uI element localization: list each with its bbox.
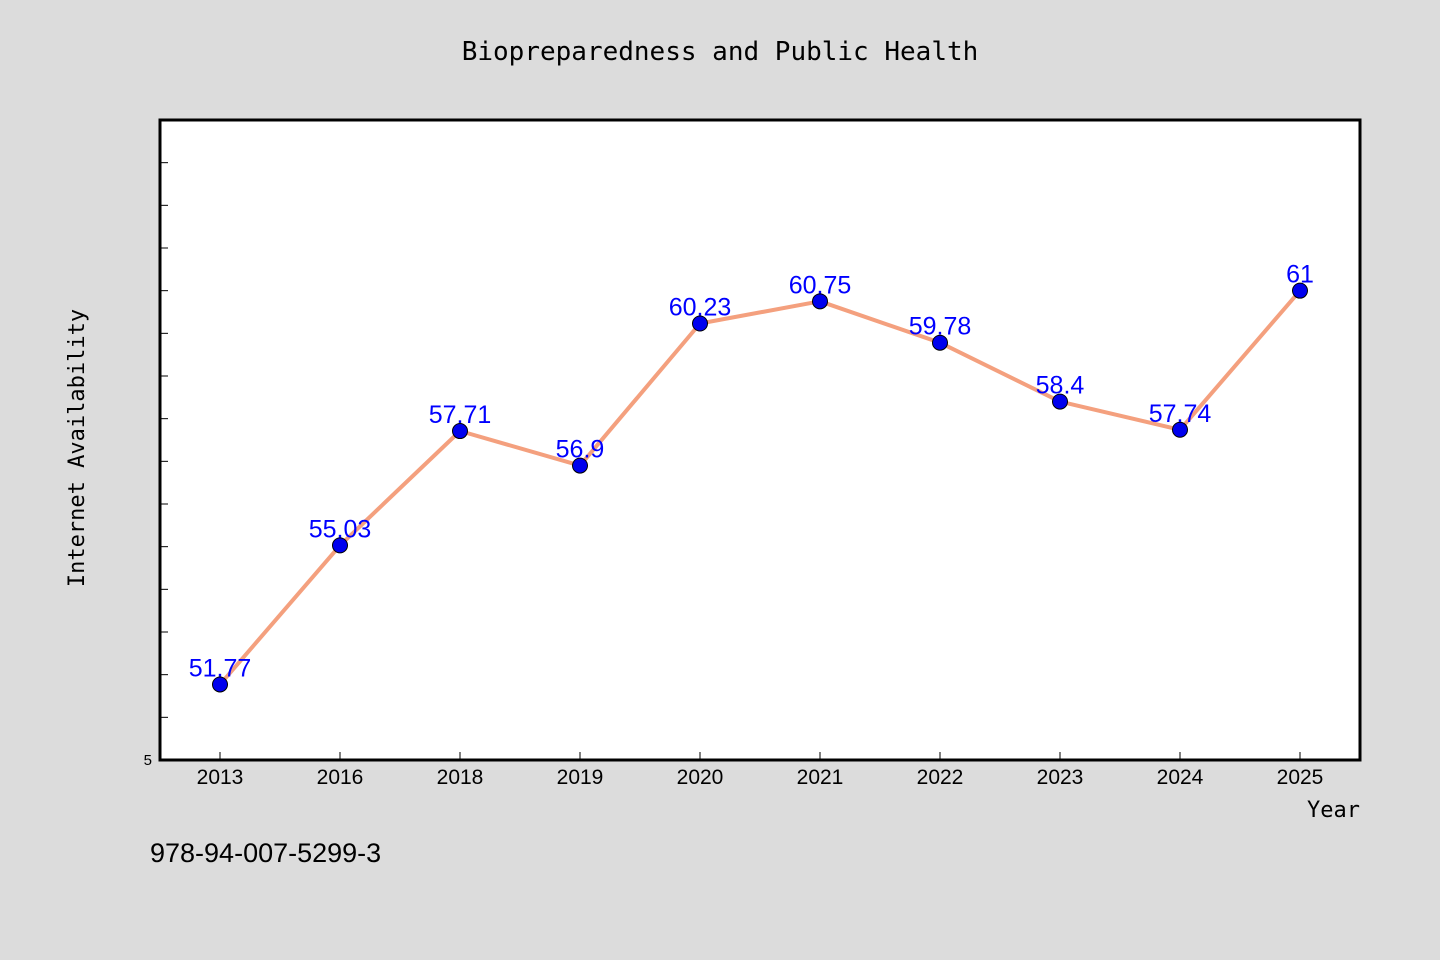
x-axis-ticks: 2013 2016 2018 2019 2020 2021 2022 2023 2024 2025: [197, 752, 1324, 789]
data-label: 59.78: [909, 313, 972, 341]
data-point: [812, 293, 828, 310]
x-tick-label: 2016: [317, 766, 364, 789]
data-point: [1292, 282, 1308, 299]
x-tick-label: 2013: [197, 766, 244, 789]
data-label: 60.23: [669, 294, 732, 322]
plot-border: [158, 118, 1362, 762]
data-point: [1052, 393, 1068, 410]
data-point: [692, 315, 708, 332]
y-axis-label: Internet Availability: [65, 309, 90, 587]
x-tick-label: 2019: [557, 766, 604, 789]
data-labels: 51.77 55.03 57.71 56.9 60.23 60.75 59.78 58.4 57…: [189, 261, 1314, 683]
data-label: 55.03: [309, 515, 372, 543]
x-tick-label: 2021: [797, 766, 844, 789]
data-point: [572, 457, 588, 474]
x-tick-label: 2024: [1157, 766, 1204, 789]
chart-title: Biopreparedness and Public Health: [462, 37, 979, 67]
data-point: [212, 676, 228, 693]
plot-area: [160, 120, 1360, 760]
data-point: [1172, 421, 1188, 438]
x-tick-label: 2023: [1037, 766, 1084, 789]
data-label: 61: [1286, 261, 1314, 289]
data-point: [452, 423, 468, 440]
data-point: [932, 334, 948, 351]
data-label: 57.71: [429, 401, 492, 429]
data-label: 56.9: [556, 436, 605, 464]
isbn-text: 978-94-007-5299-3: [150, 838, 381, 868]
x-tick-label: 2018: [437, 766, 484, 789]
data-label: 58.4: [1036, 372, 1085, 400]
data-label: 57.74: [1149, 400, 1212, 428]
series-line: [218, 288, 1302, 687]
data-point: [332, 537, 348, 554]
data-label: 51.77: [189, 654, 252, 682]
x-tick-label: 2022: [917, 766, 964, 789]
x-axis-label: Year: [1307, 798, 1360, 823]
data-label: 60.75: [789, 271, 852, 299]
series-markers: [212, 282, 1308, 693]
x-tick-label: 2025: [1277, 766, 1324, 789]
y-tick-label: 5: [144, 752, 152, 769]
x-tick-label: 2020: [677, 766, 724, 789]
